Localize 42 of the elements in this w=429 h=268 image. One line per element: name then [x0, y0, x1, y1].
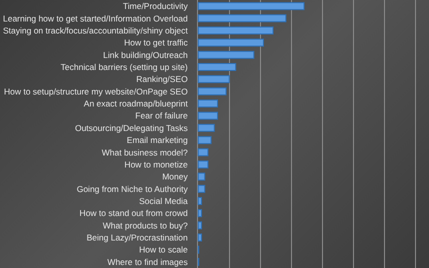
y-tick-label: Time/Productivity	[122, 1, 188, 12]
bar	[198, 124, 215, 132]
y-tick-label: How to monetize	[124, 159, 188, 170]
y-tick-label: How to scale	[139, 244, 188, 255]
y-tick-label: Learning how to get started/Information Overload	[2, 13, 188, 24]
y-tick-label: How to stand out from crowd	[80, 208, 188, 218]
y-tick-label: Link building/Outreach	[103, 50, 188, 60]
y-tick-label: What business model?	[102, 147, 188, 158]
bar	[198, 100, 218, 108]
bar	[198, 197, 202, 205]
bar	[198, 26, 274, 34]
y-tick-label: Email marketing	[126, 135, 188, 146]
bar	[198, 63, 236, 71]
bar	[198, 2, 305, 10]
bar	[198, 38, 264, 47]
y-tick-label: Where to find images	[107, 256, 188, 267]
y-tick-label: What products to buy?	[102, 220, 188, 230]
y-tick-label: Fear of failure	[135, 110, 188, 121]
y-tick-label: Social Media	[139, 196, 188, 206]
bar	[198, 87, 227, 96]
y-tick-label: How to setup/structure my website/OnPage SEO	[4, 86, 188, 96]
y-tick-label: Being Lazy/Procrastination	[86, 232, 188, 243]
y-tick-label: Going from Niche to Authority	[76, 184, 188, 194]
bar	[198, 172, 206, 181]
bar	[198, 50, 254, 59]
bar	[198, 14, 286, 22]
y-tick-label: Ranking/SEO	[136, 74, 188, 84]
bar	[198, 209, 202, 218]
y-tick-label: How to get traffic	[124, 38, 188, 48]
bar	[198, 184, 206, 193]
bar	[198, 234, 202, 242]
y-tick-label: Staying on track/focus/accountability/shiny object	[2, 25, 188, 36]
bar	[198, 136, 212, 144]
y-tick-label: Outsourcing/Delegating Tasks	[74, 122, 188, 133]
bar	[198, 75, 230, 84]
y-tick-label: An exact roadmap/blueprint	[84, 98, 188, 109]
y-tick-label: Money	[162, 172, 188, 182]
bar	[198, 148, 208, 156]
bar	[198, 221, 202, 230]
bar	[198, 160, 208, 168]
y-tick-label: Technical barriers (setting up site)	[60, 62, 188, 72]
bar	[198, 112, 218, 120]
